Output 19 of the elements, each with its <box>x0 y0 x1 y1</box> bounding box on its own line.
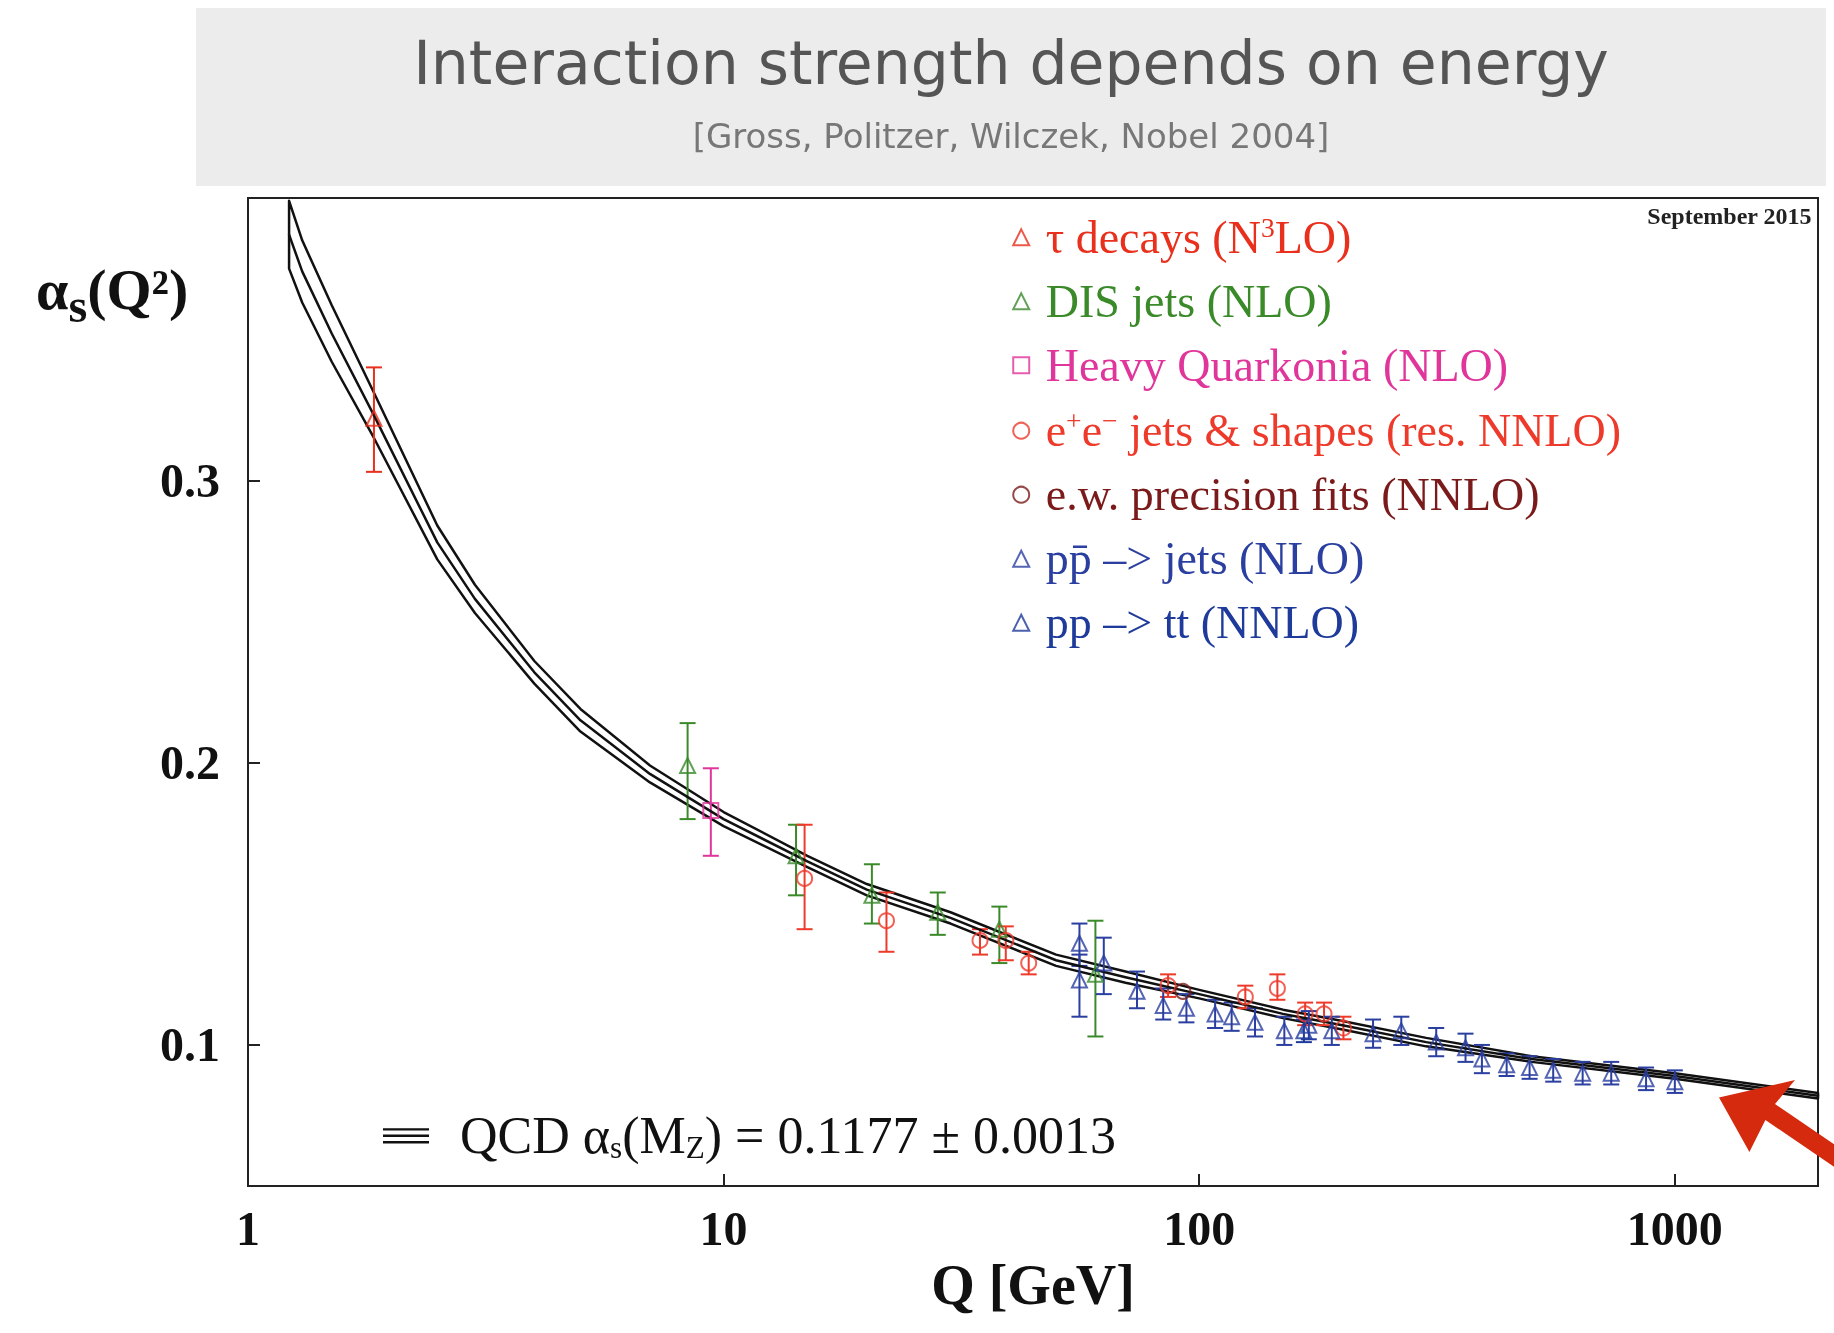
chart-title: Interaction strength depends on energy <box>412 27 1610 98</box>
legend-label: pp̄ –> jets (NLO) <box>1034 533 1365 585</box>
y-tick-label: 0.3 <box>160 453 220 507</box>
legend-label: QCD αs(MZ) = 0.1177 ± 0.0013 <box>434 1107 1117 1166</box>
chart-subtitle: [Gross, Politzer, Wilczek, Nobel 2004] <box>691 116 1331 156</box>
x-axis-title: Q [GeV] <box>931 1254 1135 1316</box>
legend-label: pp –> tt (NNLO) <box>1034 597 1360 649</box>
x-tick-label: 10 <box>699 1201 748 1255</box>
annotation: September 2015 <box>1647 203 1812 229</box>
y-axis-title: α$_{s}$(Q²) <box>36 256 189 333</box>
legend-label: e.w. precision fits (NNLO) <box>1034 469 1540 521</box>
y-tick-label: 0.2 <box>160 736 220 790</box>
legend-label: DIS jets (NLO) <box>1034 275 1332 327</box>
x-tick-label: 100 <box>1163 1201 1236 1255</box>
legend-label: Heavy Quarkonia (NLO) <box>1034 339 1509 391</box>
x-tick-label: 1000 <box>1626 1201 1723 1255</box>
y-tick-label: 0.1 <box>160 1018 220 1072</box>
x-tick-label: 1 <box>236 1201 260 1255</box>
legend-label: e+e− jets & shapes (res. NNLO) <box>1034 404 1621 457</box>
